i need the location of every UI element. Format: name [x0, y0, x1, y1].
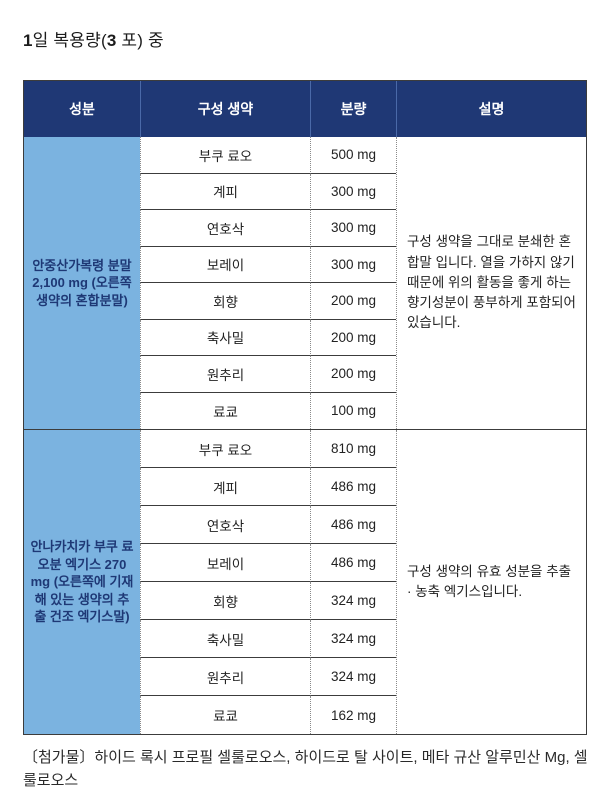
amount-cell: 486 mg	[310, 506, 396, 544]
herb-cell: 보레이	[140, 544, 310, 582]
amount-cell: 300 mg	[310, 210, 396, 247]
header-amount: 분량	[310, 81, 396, 137]
amount-cell: 200 mg	[310, 283, 396, 320]
page-title: 1일 복용량(3 포) 중	[23, 26, 164, 51]
herb-cell: 원추리	[140, 658, 310, 696]
header-description: 설명	[396, 81, 586, 137]
herb-cell: 계피	[140, 173, 310, 210]
herb-cell: 축사밀	[140, 620, 310, 658]
title-tail: 포) 중	[116, 31, 164, 50]
amount-cell: 324 mg	[310, 620, 396, 658]
additives-footnote: 〔첨가물〕하이드 록시 프로필 셀룰로오스, 하이드로 탈 사이트, 메타 규산…	[23, 749, 588, 790]
herb-cell: 료쿄	[140, 392, 310, 429]
title-number-1: 1	[23, 31, 33, 50]
amount-cell: 200 mg	[310, 319, 396, 356]
description-text: 구성 생약을 그대로 분쇄한 혼합말 입니다. 열을 가하지 않기 때문에 위의…	[407, 234, 576, 331]
description-cell: 구성 생약의 유효 성분을 추출 · 농축 엑기스입니다.	[396, 430, 586, 734]
header-herb: 구성 생약	[140, 81, 310, 137]
amount-cell: 500 mg	[310, 137, 396, 174]
title-mid: 일 복용량(	[32, 31, 107, 50]
herb-cell: 부쿠 료오	[140, 137, 310, 174]
herb-cell: 보레이	[140, 246, 310, 283]
section-extract: 안나카치카 부쿠 료오분 엑기스 270 mg (오른쪽에 기재해 있는 생약의…	[24, 429, 586, 734]
ingredient-label: 안중산가복령 분말 2,100 mg (오른쪽 생약의 혼합분말)	[24, 137, 140, 429]
herb-cell: 연호삭	[140, 210, 310, 247]
amount-cell: 200 mg	[310, 356, 396, 393]
dosage-table: 성분 구성 생약 분량 설명 안중산가복령 분말 2,100 mg (오른쪽 생…	[23, 80, 587, 735]
herb-cell: 부쿠 료오	[140, 430, 310, 468]
herb-cell: 료쿄	[140, 696, 310, 734]
title-number-3: 3	[106, 31, 117, 50]
section-powder: 안중산가복령 분말 2,100 mg (오른쪽 생약의 혼합분말) 구성 생약을…	[24, 137, 586, 429]
amount-cell: 162 mg	[310, 696, 396, 734]
herb-cell: 회향	[140, 582, 310, 620]
amount-cell: 486 mg	[310, 544, 396, 582]
ingredient-label: 안나카치카 부쿠 료오분 엑기스 270 mg (오른쪽에 기재해 있는 생약의…	[24, 430, 140, 734]
herb-cell: 원추리	[140, 356, 310, 393]
header-ingredient: 성분	[69, 101, 95, 117]
amount-cell: 100 mg	[310, 392, 396, 429]
amount-cell: 324 mg	[310, 658, 396, 696]
herb-cell: 회향	[140, 283, 310, 320]
herb-cell: 계피	[140, 468, 310, 506]
herb-cell: 축사밀	[140, 319, 310, 356]
amount-cell: 324 mg	[310, 582, 396, 620]
amount-cell: 300 mg	[310, 246, 396, 283]
description-cell: 구성 생약을 그대로 분쇄한 혼합말 입니다. 열을 가하지 않기 때문에 위의…	[396, 137, 586, 429]
herb-cell: 연호삭	[140, 506, 310, 544]
amount-cell: 810 mg	[310, 430, 396, 468]
amount-cell: 300 mg	[310, 173, 396, 210]
description-text: 구성 생약의 유효 성분을 추출 · 농축 엑기스입니다.	[407, 563, 572, 599]
table-header-row: 성분 구성 생약 분량 설명	[24, 81, 586, 137]
amount-cell: 486 mg	[310, 468, 396, 506]
